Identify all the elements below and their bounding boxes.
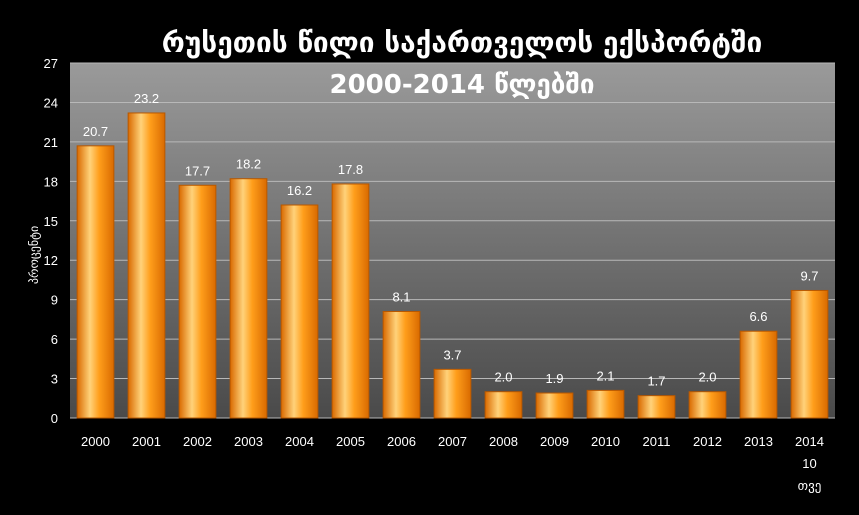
data-label-2014: 9.7 (800, 268, 818, 283)
bar-2012 (688, 391, 727, 419)
y-tick-label: 24 (44, 95, 58, 110)
data-label-2001: 23.2 (134, 91, 159, 106)
data-label-2000: 20.7 (83, 124, 108, 139)
bar-2005 (331, 183, 370, 419)
bar-2007 (433, 368, 472, 419)
y-tick-label: 3 (51, 372, 58, 387)
y-tick-label: 9 (51, 293, 58, 308)
x-tick-label: 2002 (183, 434, 212, 449)
bar-2001 (127, 112, 166, 419)
y-tick-label: 27 (44, 56, 58, 71)
bar-2009 (535, 392, 574, 419)
x-tick-label: 2009 (540, 434, 569, 449)
x-tick-label: 2013 (744, 434, 773, 449)
x-tick-label: 2010 (591, 434, 620, 449)
chart-title: რუსეთის წილი საქართველოს ექსპორტში (162, 26, 763, 59)
bar-2003 (229, 178, 268, 419)
y-tick-label: 15 (44, 214, 58, 229)
x-tick-label: 2005 (336, 434, 365, 449)
y-axis-ticks: 0 3 6 9 12 15 18 21 24 27 (44, 56, 58, 426)
x-tick-label: 2014 (795, 434, 824, 449)
y-tick-label: 6 (51, 332, 58, 347)
data-label-2009: 1.9 (545, 371, 563, 386)
y-axis-title: პროცენტი (27, 226, 41, 284)
bar-2002 (178, 184, 217, 419)
data-label-2011: 1.7 (647, 374, 665, 389)
data-label-2004: 16.2 (287, 183, 312, 198)
x-tick-label: 2012 (693, 434, 722, 449)
bar-2004 (280, 204, 319, 419)
x-tick-label: 2003 (234, 434, 263, 449)
data-label-2003: 18.2 (236, 157, 261, 172)
bar-2000 (76, 145, 115, 419)
x-axis-ticks: 2000 2001 2002 2003 2004 2005 2006 2007 2008 2009… (81, 434, 824, 493)
x-tick-label: 2008 (489, 434, 518, 449)
x-tick-label: 2007 (438, 434, 467, 449)
data-label-2006: 8.1 (392, 290, 410, 305)
chart-subtitle: 2000-2014 წლებში (330, 70, 595, 100)
data-label-2010: 2.1 (596, 368, 614, 383)
y-tick-label: 0 (51, 411, 58, 426)
x-tick-label: 2004 (285, 434, 314, 449)
bar-2013 (739, 330, 778, 419)
x-tick-label: 2000 (81, 434, 110, 449)
y-tick-label: 18 (44, 174, 58, 189)
bar-2014 (790, 289, 829, 419)
bar-2008 (484, 391, 523, 419)
bar-2011 (637, 395, 676, 419)
y-tick-label: 12 (44, 253, 58, 268)
bar-2006 (382, 311, 421, 419)
data-label-2007: 3.7 (443, 347, 461, 362)
data-label-2002: 17.7 (185, 163, 210, 178)
x-tick-label-extra: 10 (802, 456, 816, 471)
x-tick-label: 2001 (132, 434, 161, 449)
bar-2010 (586, 389, 625, 419)
bars (76, 112, 829, 419)
data-label-2005: 17.8 (338, 162, 363, 177)
data-label-2013: 6.6 (749, 309, 767, 324)
x-tick-label-extra: თვე (798, 478, 822, 493)
x-tick-label: 2006 (387, 434, 416, 449)
data-label-2012: 2.0 (698, 370, 716, 385)
data-labels: 20.7 23.2 17.7 18.2 16.2 17.8 8.1 3.7 2.0 1.9 2.1 1… (83, 91, 819, 389)
x-tick-label: 2011 (643, 434, 671, 449)
y-tick-label: 21 (44, 135, 58, 150)
data-label-2008: 2.0 (494, 370, 512, 385)
